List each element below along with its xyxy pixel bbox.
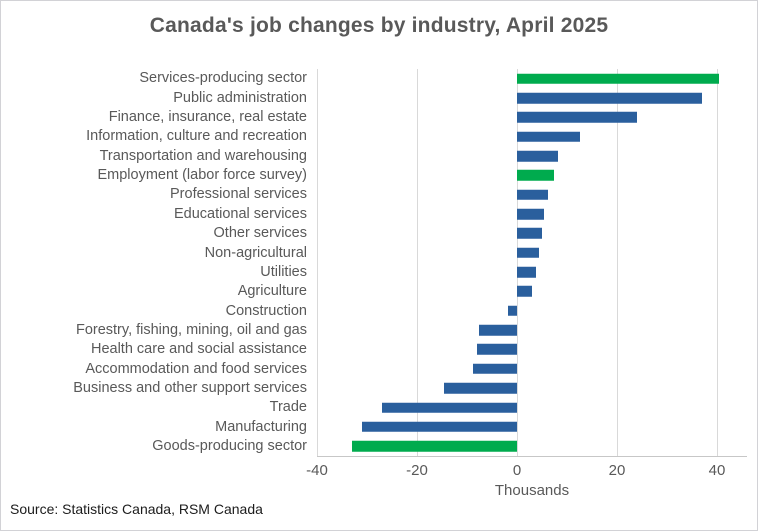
bar-row: Non-agricultural [1, 243, 747, 262]
x-tick-label: -20 [406, 462, 428, 479]
bar-track [317, 166, 747, 185]
bar-track [317, 262, 747, 281]
bar-track [317, 204, 747, 223]
x-tick-label: -40 [306, 462, 328, 479]
category-label: Professional services [170, 186, 307, 203]
bar-row: Public administration [1, 88, 747, 107]
gridline [517, 69, 518, 456]
category-label: Other services [213, 225, 307, 242]
source-note: Source: Statistics Canada, RSM Canada [10, 501, 263, 517]
category-label: Business and other support services [73, 379, 307, 396]
category-label: Utilities [260, 263, 307, 280]
gridline [417, 69, 418, 456]
bar [507, 305, 517, 317]
bar-row: Employment (labor force survey) [1, 166, 747, 185]
category-label: Public administration [173, 89, 307, 106]
bar-row: Goods-producing sector [1, 437, 747, 456]
bar-row: Other services [1, 224, 747, 243]
bar-row: Forestry, fishing, mining, oil and gas [1, 320, 747, 339]
bar [443, 382, 517, 394]
bar [517, 189, 548, 200]
bar [517, 92, 702, 104]
bar-track [317, 417, 747, 436]
category-label: Finance, insurance, real estate [108, 109, 307, 126]
bar [478, 324, 517, 336]
bar [517, 208, 544, 220]
bar [517, 150, 558, 162]
grid-overlay [317, 69, 747, 457]
category-label: Educational services [174, 205, 307, 222]
bar [476, 344, 517, 355]
gridline [317, 69, 318, 456]
category-label: Information, culture and recreation [86, 128, 307, 145]
bar-track [317, 88, 747, 107]
bar-track [317, 69, 747, 88]
bar [472, 363, 517, 375]
category-label: Forestry, fishing, mining, oil and gas [75, 321, 307, 338]
bar-track [317, 437, 747, 456]
bar-row: Finance, insurance, real estate [1, 108, 747, 127]
category-label: Employment (labor force survey) [97, 167, 307, 184]
bar-track [317, 224, 747, 243]
bar-row: Business and other support services [1, 379, 747, 398]
bar [362, 421, 517, 433]
bar-row: Construction [1, 301, 747, 320]
bar [517, 286, 532, 297]
category-label: Goods-producing sector [152, 437, 307, 454]
bar-row: Agriculture [1, 282, 747, 301]
bar-track [317, 379, 747, 398]
bar-track [317, 320, 747, 339]
gridline [617, 69, 618, 456]
x-tick-label: 0 [512, 462, 522, 479]
bar-row: Trade [1, 398, 747, 417]
x-axis-ticks: -40 -20 0 20 40 [306, 462, 747, 480]
bar-track [317, 185, 747, 204]
x-axis-label: Thousands [494, 482, 570, 499]
bar-track [317, 340, 747, 359]
bar-track [317, 146, 747, 165]
category-label: Accommodation and food services [85, 360, 307, 377]
category-label: Trade [269, 399, 307, 416]
category-label: Agriculture [237, 283, 307, 300]
bar-row: Transportation and warehousing [1, 146, 747, 165]
bar [517, 247, 539, 259]
bar-track [317, 282, 747, 301]
x-tick-label: 40 [708, 462, 726, 479]
bar [517, 73, 719, 84]
category-label: Services-producing sector [139, 70, 307, 87]
bar [517, 170, 554, 181]
bar-row: Information, culture and recreation [1, 127, 747, 146]
bar-track [317, 398, 747, 417]
bar-rows: Services-producing sector Public administ… [1, 69, 747, 456]
bar [517, 131, 580, 142]
category-label: Construction [225, 302, 307, 319]
chart-title: Canada's job changes by industry, April … [149, 14, 609, 37]
bar-track [317, 127, 747, 146]
bar [352, 440, 517, 452]
bar-row: Professional services [1, 185, 747, 204]
bar-row: Utilities [1, 262, 747, 281]
bar [517, 228, 542, 239]
bar-track [317, 243, 747, 262]
bar-row: Health care and social assistance [1, 340, 747, 359]
category-label: Transportation and warehousing [99, 147, 307, 164]
bar-track [317, 359, 747, 378]
x-tick-label: 20 [608, 462, 626, 479]
category-label: Manufacturing [215, 418, 307, 435]
bar-track [317, 108, 747, 127]
bar-row: Services-producing sector [1, 69, 747, 88]
category-label: Health care and social assistance [90, 341, 307, 358]
bar-track [317, 301, 747, 320]
bar-row: Manufacturing [1, 417, 747, 436]
bar [517, 112, 637, 123]
bar [382, 402, 517, 413]
category-label: Non-agricultural [204, 244, 307, 261]
bar-row: Accommodation and food services [1, 359, 747, 378]
gridline [717, 69, 718, 456]
bar [517, 266, 536, 278]
bar-row: Educational services [1, 204, 747, 223]
